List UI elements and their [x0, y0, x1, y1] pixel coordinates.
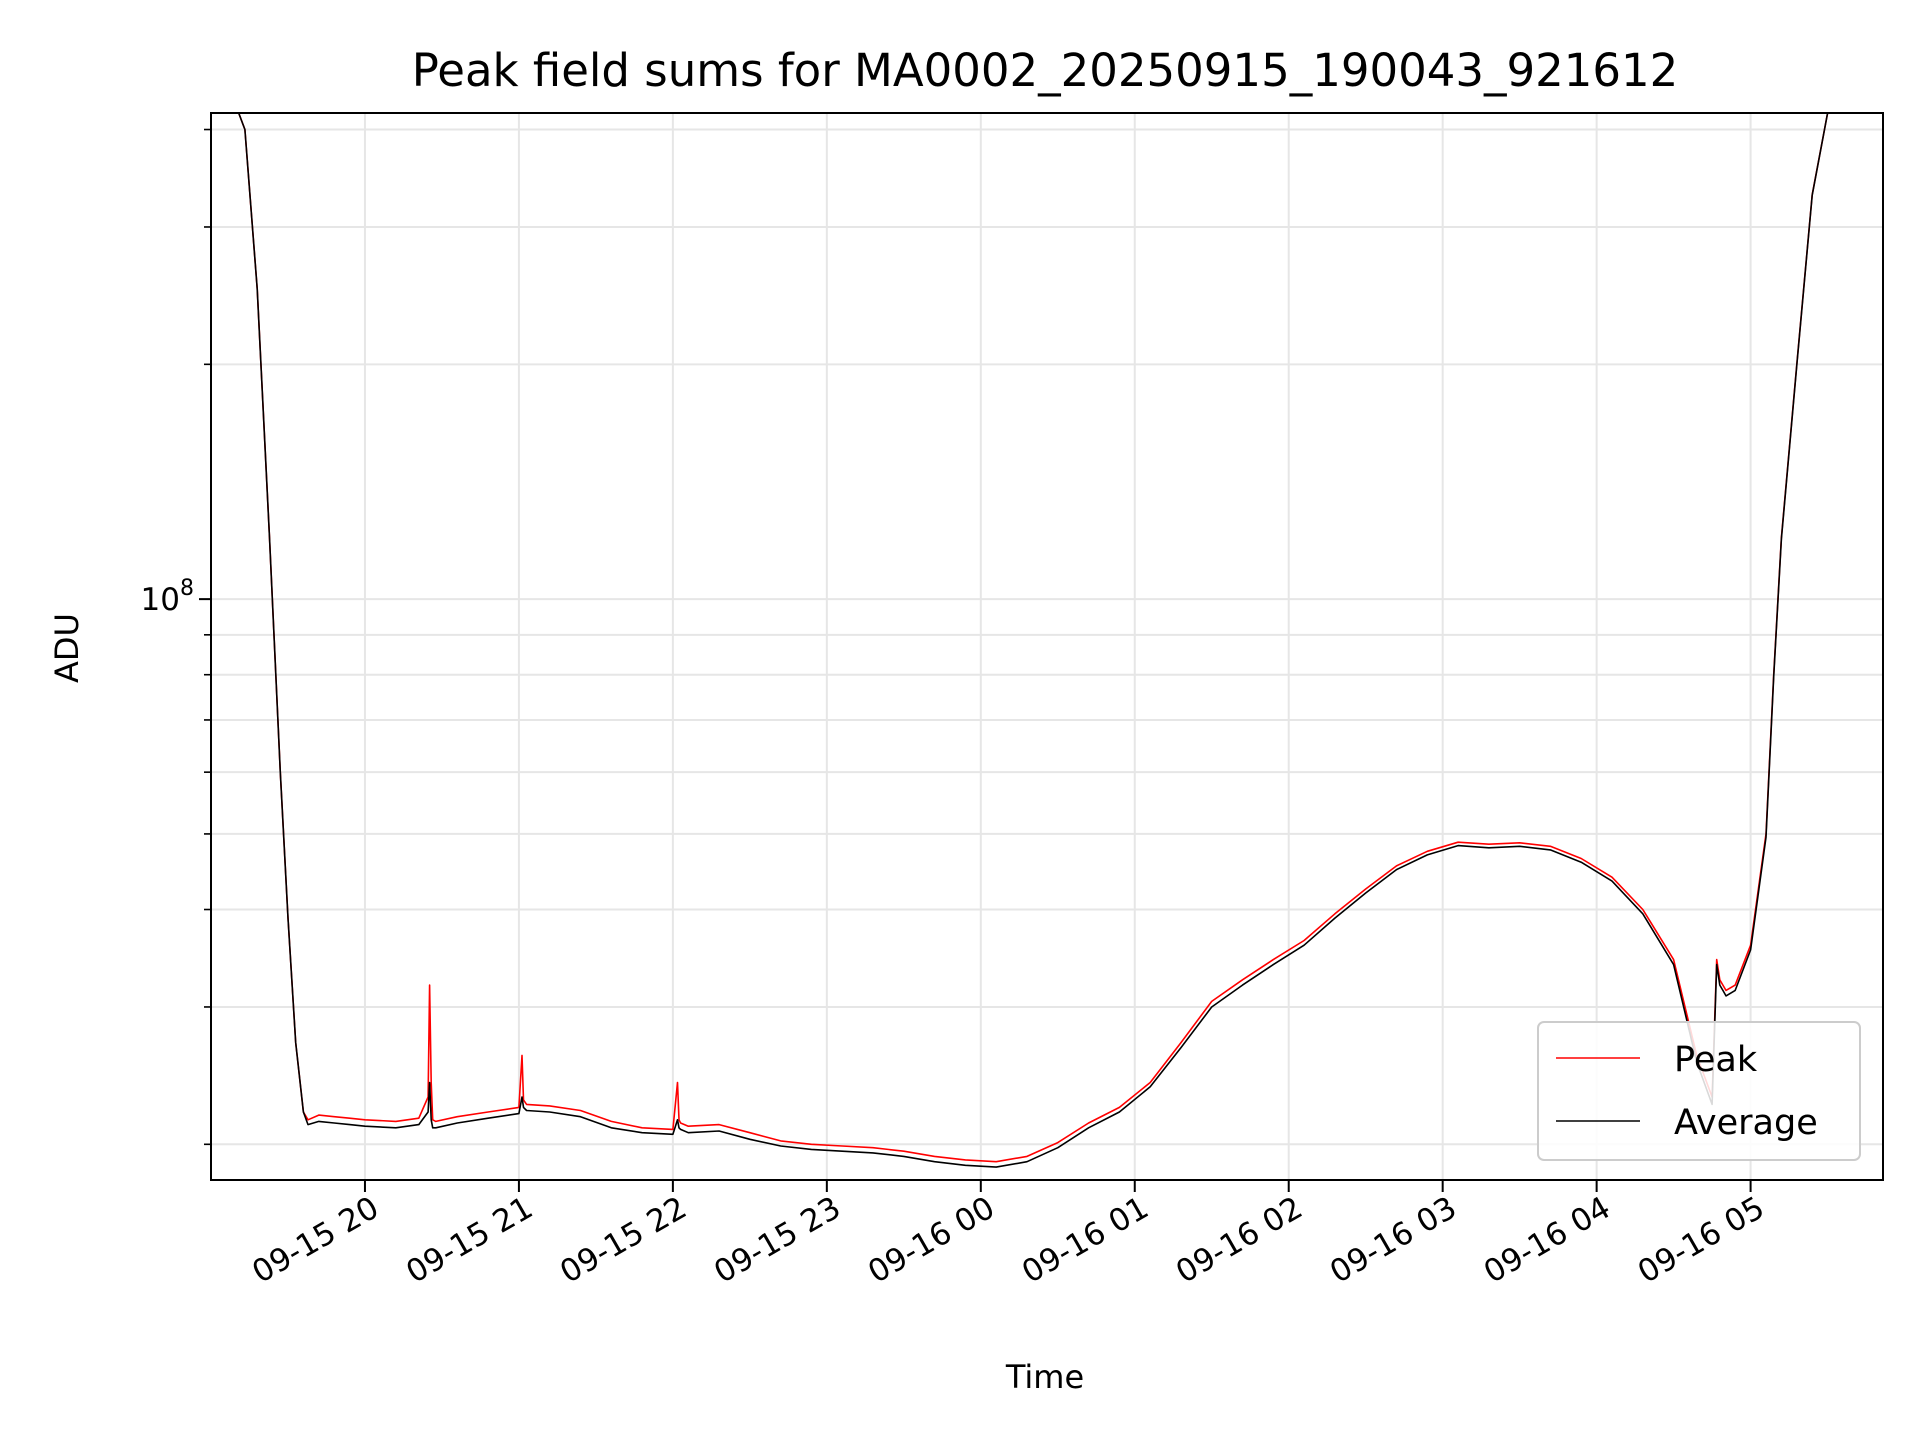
series-line-average [211, 113, 1883, 1168]
y-tick-label-exponent: 8 [180, 576, 194, 601]
chart-title: Peak field sums for MA0002_20250915_1900… [412, 44, 1679, 97]
plot-frame [210, 112, 1884, 1181]
legend-label-average: Average [1674, 1103, 1818, 1143]
y-tick-label-base: 10 [141, 582, 180, 618]
y-axis: 108 [141, 128, 211, 1146]
y-axis-label: ADU [48, 613, 86, 683]
y-tick-label: 108 [141, 576, 194, 618]
legend-box [1537, 1021, 1861, 1161]
legend: Peak Average [1537, 1021, 1861, 1161]
legend-label-peak: Peak [1674, 1040, 1758, 1080]
series-layer [211, 113, 1883, 1168]
grid [211, 113, 1883, 1180]
series-line-peak [211, 113, 1883, 1163]
x-axis-label: Time [1005, 1358, 1084, 1396]
